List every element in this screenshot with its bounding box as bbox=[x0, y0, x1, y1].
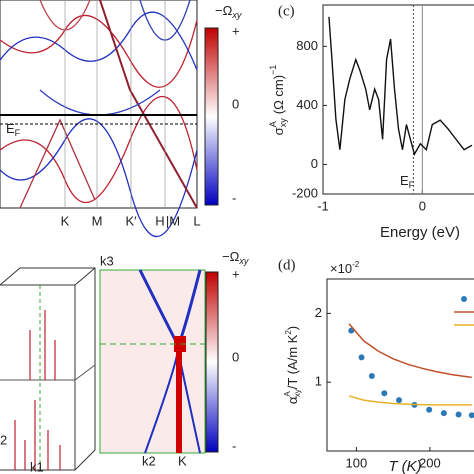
k-label: |M bbox=[166, 213, 180, 228]
axis-label: k1 bbox=[30, 459, 44, 474]
colorbar-tick: - bbox=[232, 190, 236, 205]
axis-label: k3 bbox=[100, 253, 114, 268]
y-tick-label: 400 bbox=[296, 97, 318, 112]
axis bbox=[322, 4, 474, 195]
scale-label: ×10-2 bbox=[330, 260, 360, 276]
bz-box bbox=[0, 267, 96, 471]
k-label: K bbox=[61, 213, 70, 228]
axis bbox=[326, 278, 474, 452]
scatter-point bbox=[468, 412, 474, 419]
colorbar-tick: + bbox=[232, 23, 240, 38]
scatter-point bbox=[381, 390, 388, 397]
k-label: M bbox=[92, 213, 103, 228]
axis-label: 2 bbox=[0, 432, 7, 447]
band-structure bbox=[0, 0, 198, 238]
k-label: K′ bbox=[125, 213, 137, 228]
colorbar-tick: + bbox=[232, 266, 240, 281]
colorbar-tick: 0 bbox=[232, 96, 239, 111]
scatter-point bbox=[455, 411, 462, 418]
ef-label: EF bbox=[400, 173, 415, 190]
y-tick-label: -200 bbox=[292, 185, 318, 200]
x-tick-label: 200 bbox=[419, 455, 441, 470]
k-label: L bbox=[193, 213, 200, 228]
panel-label: (c) bbox=[278, 3, 295, 19]
data-line bbox=[348, 323, 472, 379]
colorbar-label: −Ωxy bbox=[222, 249, 249, 266]
y-axis-label: αAxy/T (A/m K2) bbox=[283, 326, 302, 404]
scatter-point bbox=[440, 410, 447, 417]
colorbar bbox=[204, 27, 219, 206]
x-tick-label: 0 bbox=[419, 198, 426, 213]
scatter-point bbox=[368, 373, 375, 380]
y-axis-label: σAxy(Ω cm)−1 bbox=[268, 65, 288, 136]
colorbar-label: −Ωxy bbox=[215, 3, 242, 20]
y-tick-label: 0 bbox=[311, 156, 318, 171]
data-line bbox=[348, 395, 472, 406]
scatter-point bbox=[358, 354, 365, 361]
x-tick-label: -1 bbox=[317, 198, 329, 213]
x-tick-label: 100 bbox=[346, 455, 368, 470]
y-tick-label: 2 bbox=[315, 305, 322, 320]
axis-label: K bbox=[178, 453, 187, 468]
x-axis-label: T (K) bbox=[388, 458, 421, 474]
y-tick-label: 800 bbox=[296, 38, 318, 53]
panel-label: (d) bbox=[278, 257, 296, 273]
legend-marker bbox=[461, 296, 467, 302]
scatter-point bbox=[426, 406, 433, 413]
scatter-point bbox=[396, 397, 403, 404]
colorbar-tick: - bbox=[232, 438, 236, 453]
slice-map bbox=[99, 269, 206, 454]
data-line bbox=[328, 16, 473, 156]
colorbar-tick: 0 bbox=[232, 349, 239, 364]
axis-label: k2 bbox=[142, 453, 156, 468]
y-tick-label: 1 bbox=[315, 374, 322, 389]
k-label: H bbox=[155, 213, 164, 228]
ef-label: EF bbox=[6, 121, 21, 138]
x-axis-label: Energy (eV) bbox=[380, 224, 460, 241]
colorbar bbox=[205, 271, 219, 453]
